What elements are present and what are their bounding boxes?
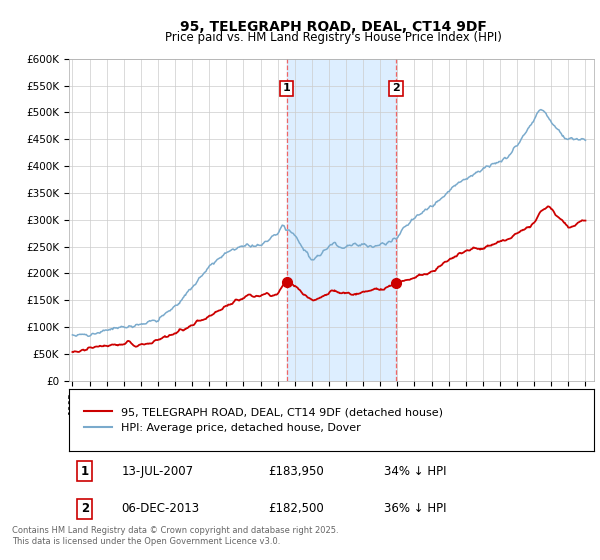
Text: 06-DEC-2013: 06-DEC-2013 (121, 502, 200, 515)
Text: 2: 2 (392, 83, 400, 94)
Bar (287, 59, 396, 381)
Text: £182,500: £182,500 (269, 502, 324, 515)
Text: 36% ↓ HPI: 36% ↓ HPI (384, 502, 446, 515)
Text: 1: 1 (283, 83, 290, 94)
Text: Contains HM Land Registry data © Crown copyright and database right 2025.
This d: Contains HM Land Registry data © Crown c… (12, 526, 338, 546)
Text: 1: 1 (80, 465, 89, 478)
Text: 2: 2 (80, 502, 89, 515)
Text: Price paid vs. HM Land Registry's House Price Index (HPI): Price paid vs. HM Land Registry's House … (164, 31, 502, 44)
Legend: 95, TELEGRAPH ROAD, DEAL, CT14 9DF (detached house), HPI: Average price, detache: 95, TELEGRAPH ROAD, DEAL, CT14 9DF (deta… (80, 403, 448, 437)
Text: 95, TELEGRAPH ROAD, DEAL, CT14 9DF: 95, TELEGRAPH ROAD, DEAL, CT14 9DF (179, 20, 487, 34)
Text: 13-JUL-2007: 13-JUL-2007 (121, 465, 194, 478)
Text: 34% ↓ HPI: 34% ↓ HPI (384, 465, 446, 478)
Text: £183,950: £183,950 (269, 465, 324, 478)
